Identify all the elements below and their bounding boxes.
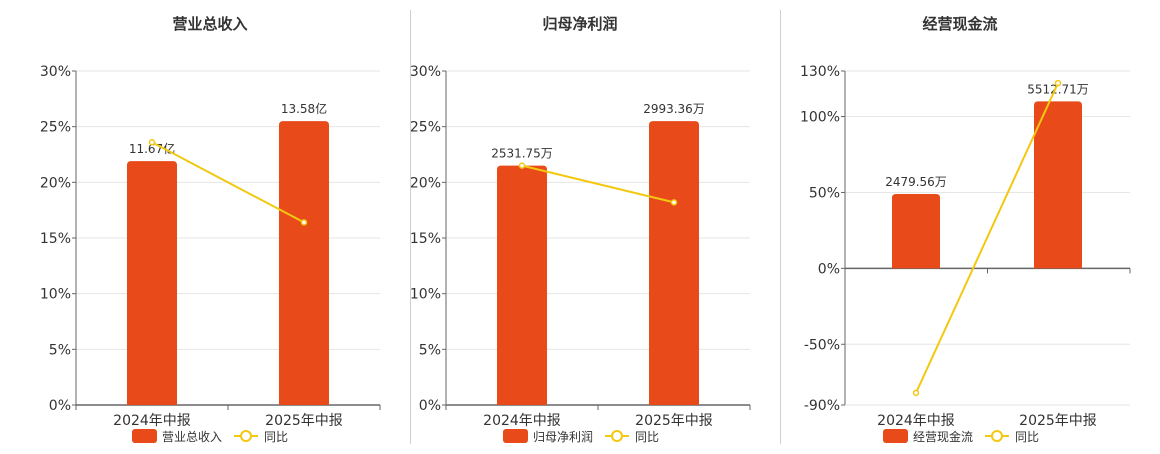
panel-divider: [410, 10, 411, 444]
chart-title: 归母净利润: [542, 15, 617, 33]
bar: [892, 193, 940, 269]
y-tick-label: 5%: [419, 342, 441, 358]
legend-swatch-bar[interactable]: [503, 429, 528, 443]
bar-value-label: 11.67亿: [129, 141, 175, 156]
legend-swatch-bar[interactable]: [132, 429, 157, 443]
bar: [649, 121, 699, 405]
chart-panel: 归母净利润 0% 5% 10% 15% 20% 25% 30% 2531.75万 2993.36万…: [410, 15, 751, 444]
legend-label-bar[interactable]: 营业总收入: [162, 430, 222, 444]
yoy-line: [915, 82, 1059, 394]
chart-panel: 营业总收入 0% 5% 10% 15% 20% 25% 30% 11.67亿 13.58亿 2024…: [40, 15, 381, 444]
y-tick-label: 0%: [419, 398, 441, 414]
y-tick-label: 15%: [410, 231, 441, 247]
y-tick-label: -90%: [804, 398, 840, 414]
y-tick-label: 50%: [809, 185, 840, 201]
yoy-line: [521, 164, 675, 204]
y-tick-label: 15%: [40, 231, 71, 247]
x-tick-label: 2024年中报: [113, 413, 191, 429]
legend-swatch-marker: [991, 430, 1003, 442]
bar: [127, 161, 177, 405]
legend-label-bar[interactable]: 经营现金流: [913, 429, 973, 444]
legend-label-line[interactable]: 同比: [1015, 430, 1039, 444]
chart-panel: 经营现金流 -90% -50% 0% 50% 100% 130% 2479.56万 5512.7…: [800, 15, 1131, 444]
y-tick-label: 30%: [410, 64, 441, 80]
bar-value-label: 5512.71万: [1027, 82, 1089, 96]
y-tick-label: 5%: [49, 342, 71, 358]
bar-value-label: 2993.36万: [643, 102, 705, 116]
y-tick-label: 20%: [410, 175, 441, 191]
yoy-line: [151, 141, 305, 224]
x-tick-label: 2024年中报: [483, 413, 561, 429]
y-tick-label: 25%: [410, 120, 441, 136]
x-tick-label: 2025年中报: [265, 413, 343, 429]
yoy-point: [912, 389, 920, 397]
legend-swatch-bar[interactable]: [883, 429, 908, 443]
y-tick-label: 0%: [818, 261, 840, 277]
bar-value-label: 2479.56万: [885, 175, 947, 189]
y-tick-label: 25%: [40, 120, 71, 136]
x-tick-label: 2025年中报: [635, 413, 713, 429]
bar: [497, 165, 547, 405]
panel-divider: [780, 10, 781, 444]
chart-title: 经营现金流: [922, 15, 997, 33]
y-tick-label: 10%: [40, 287, 71, 303]
legend-label-line[interactable]: 同比: [635, 430, 659, 444]
y-tick-label: 10%: [410, 287, 441, 303]
yoy-point: [1054, 79, 1062, 87]
yoy-point: [148, 139, 156, 146]
legend-swatch-marker: [240, 430, 252, 442]
legend-swatch-marker: [611, 430, 623, 442]
yoy-point: [670, 199, 678, 206]
y-tick-label: 130%: [800, 64, 840, 80]
bar-value-label: 2531.75万: [491, 147, 553, 161]
y-tick-label: 20%: [40, 175, 71, 191]
bar: [279, 121, 329, 405]
bar-value-label: 13.58亿: [281, 101, 327, 116]
yoy-point: [518, 162, 526, 169]
y-tick-label: 100%: [800, 110, 840, 126]
y-tick-label: 0%: [49, 398, 71, 414]
legend-label-bar[interactable]: 归母净利润: [533, 430, 593, 444]
yoy-point: [300, 219, 308, 226]
legend-label-line[interactable]: 同比: [264, 430, 288, 444]
x-tick-label: 2024年中报: [877, 413, 955, 429]
y-tick-label: 30%: [40, 64, 71, 80]
chart-title: 营业总收入: [172, 15, 247, 33]
x-tick-label: 2025年中报: [1019, 413, 1097, 429]
bar: [1034, 101, 1082, 269]
y-tick-label: -50%: [804, 337, 840, 353]
